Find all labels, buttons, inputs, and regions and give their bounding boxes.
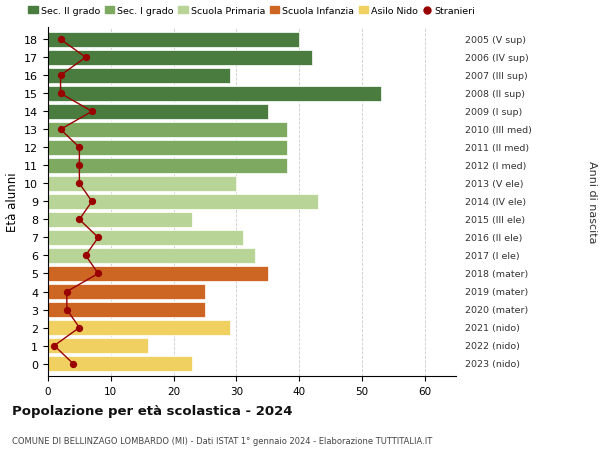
Bar <box>48 213 193 227</box>
Bar <box>48 338 148 353</box>
Point <box>74 162 84 170</box>
Text: Anni di nascita: Anni di nascita <box>587 161 597 243</box>
Bar <box>48 105 268 119</box>
Bar <box>48 140 287 156</box>
Text: 2007 (III sup): 2007 (III sup) <box>464 72 527 81</box>
Point <box>87 198 97 206</box>
Point <box>56 73 65 80</box>
Text: 2012 (I med): 2012 (I med) <box>464 162 526 170</box>
Bar <box>48 230 242 245</box>
Point <box>56 126 65 134</box>
Point <box>81 55 91 62</box>
Point <box>74 324 84 331</box>
Bar <box>48 357 193 371</box>
Bar <box>48 51 311 66</box>
Text: 2023 (nido): 2023 (nido) <box>464 359 520 368</box>
Text: 2011 (II med): 2011 (II med) <box>464 144 529 152</box>
Bar <box>48 248 255 263</box>
Point <box>68 360 78 368</box>
Text: 2017 (I ele): 2017 (I ele) <box>464 252 519 260</box>
Point <box>74 180 84 188</box>
Point <box>94 234 103 241</box>
Text: 2019 (mater): 2019 (mater) <box>464 287 528 297</box>
Bar <box>48 87 380 101</box>
Point <box>56 90 65 98</box>
Bar <box>48 195 318 209</box>
Text: 2022 (nido): 2022 (nido) <box>464 341 520 350</box>
Bar <box>48 302 205 317</box>
Text: 2016 (II ele): 2016 (II ele) <box>464 234 522 242</box>
Text: 2020 (mater): 2020 (mater) <box>464 305 528 314</box>
Text: 2008 (II sup): 2008 (II sup) <box>464 90 524 99</box>
Text: 2006 (IV sup): 2006 (IV sup) <box>464 54 529 62</box>
Bar <box>48 267 268 281</box>
Point <box>62 306 71 313</box>
Point <box>62 288 71 296</box>
Text: 2021 (nido): 2021 (nido) <box>464 323 520 332</box>
Legend: Sec. II grado, Sec. I grado, Scuola Primaria, Scuola Infanzia, Asilo Nido, Stran: Sec. II grado, Sec. I grado, Scuola Prim… <box>28 7 476 16</box>
Bar <box>48 320 230 335</box>
Bar <box>48 159 287 174</box>
Y-axis label: Età alunni: Età alunni <box>5 172 19 232</box>
Point <box>74 144 84 151</box>
Text: 2010 (III med): 2010 (III med) <box>464 126 532 134</box>
Text: COMUNE DI BELLINZAGO LOMBARDO (MI) - Dati ISTAT 1° gennaio 2024 - Elaborazione T: COMUNE DI BELLINZAGO LOMBARDO (MI) - Dat… <box>12 436 432 445</box>
Point <box>94 270 103 278</box>
Bar <box>48 69 230 84</box>
Bar <box>48 177 236 191</box>
Text: 2014 (IV ele): 2014 (IV ele) <box>464 197 526 207</box>
Bar <box>48 33 299 47</box>
Point <box>49 342 59 349</box>
Bar <box>48 285 205 299</box>
Text: 2018 (mater): 2018 (mater) <box>464 269 528 278</box>
Text: 2013 (V ele): 2013 (V ele) <box>464 179 523 189</box>
Text: Popolazione per età scolastica - 2024: Popolazione per età scolastica - 2024 <box>12 404 293 417</box>
Point <box>81 252 91 260</box>
Text: 2009 (I sup): 2009 (I sup) <box>464 107 522 117</box>
Point <box>74 216 84 224</box>
Bar <box>48 123 287 137</box>
Text: 2005 (V sup): 2005 (V sup) <box>464 36 526 45</box>
Point <box>56 36 65 44</box>
Point <box>87 108 97 116</box>
Text: 2015 (III ele): 2015 (III ele) <box>464 215 525 224</box>
